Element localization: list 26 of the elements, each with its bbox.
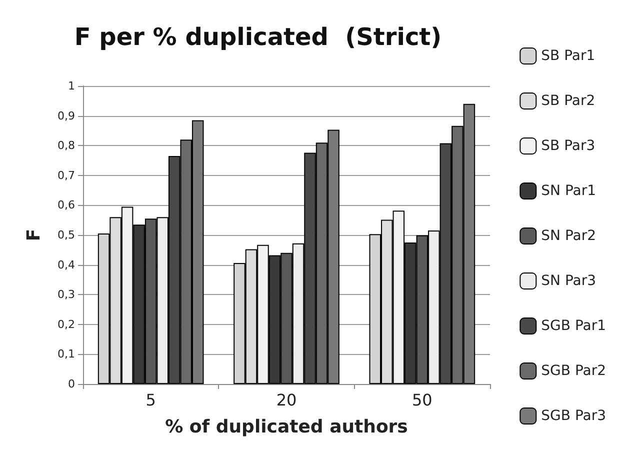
legend-label: SB Par2 bbox=[541, 93, 596, 109]
x-tick-label: 50 bbox=[412, 390, 432, 410]
legend-label: SN Par3 bbox=[541, 273, 596, 289]
y-tick-label: 0,2 bbox=[58, 318, 75, 331]
legend-label: SN Par2 bbox=[541, 228, 596, 244]
y-tick-label: 0,7 bbox=[58, 168, 75, 182]
y-tick-label: 1 bbox=[68, 80, 75, 92]
legend-label: SGB Par1 bbox=[541, 318, 606, 334]
legend-label: SN Par1 bbox=[541, 183, 596, 199]
y-tick-label: 0,3 bbox=[58, 288, 75, 302]
legend-label: SGB Par2 bbox=[541, 363, 606, 379]
y-tick-label: 0,8 bbox=[58, 139, 75, 152]
legend-label: SB Par1 bbox=[541, 48, 596, 64]
y-tick-label: 0,9 bbox=[58, 109, 75, 122]
legend-label: SB Par3 bbox=[541, 138, 596, 154]
x-tick-label: 5 bbox=[146, 390, 156, 410]
legend-label: SGB Par3 bbox=[541, 408, 606, 424]
y-tick-label: 0,1 bbox=[58, 348, 75, 361]
chart-title: F per % duplicated (Strict) bbox=[74, 23, 442, 51]
x-axis-title: % of duplicated authors bbox=[165, 416, 408, 438]
y-tick-label: 0,5 bbox=[58, 228, 75, 242]
y-tick-label: 0,6 bbox=[58, 198, 75, 212]
y-axis-title: F bbox=[24, 228, 44, 242]
x-tick-label: 20 bbox=[276, 390, 297, 410]
y-tick-label: 0,4 bbox=[58, 258, 75, 272]
y-tick-label: 0 bbox=[68, 378, 75, 390]
